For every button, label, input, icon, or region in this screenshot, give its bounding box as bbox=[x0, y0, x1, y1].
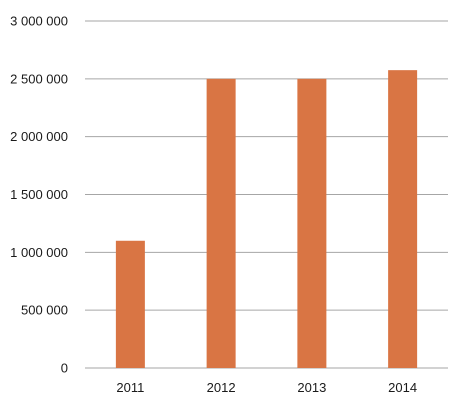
bar-2013 bbox=[297, 78, 327, 368]
x-axis-tick-labels: 2011 2012 2013 2014 bbox=[116, 380, 417, 395]
y-tick-label: 1 500 000 bbox=[10, 187, 68, 202]
x-tick-label: 2013 bbox=[297, 380, 326, 395]
bar-2014 bbox=[388, 70, 418, 369]
y-tick-label: 0 bbox=[61, 361, 68, 376]
y-tick-label: 3 000 000 bbox=[10, 14, 68, 29]
gridlines bbox=[85, 20, 448, 369]
x-tick-label: 2014 bbox=[388, 380, 417, 395]
y-tick-label: 2 500 000 bbox=[10, 71, 68, 86]
y-tick-label: 2 000 000 bbox=[10, 129, 68, 144]
bars bbox=[115, 70, 418, 369]
y-tick-label: 1 000 000 bbox=[10, 245, 68, 260]
bar-2011 bbox=[115, 240, 145, 368]
y-tick-label: 500 000 bbox=[21, 303, 68, 318]
x-tick-label: 2011 bbox=[116, 380, 144, 395]
x-tick-label: 2012 bbox=[207, 380, 236, 395]
bar-2012 bbox=[206, 78, 236, 368]
y-axis-tick-labels: 0 500 000 1 000 000 1 500 000 2 000 000 2 500… bbox=[10, 14, 68, 376]
